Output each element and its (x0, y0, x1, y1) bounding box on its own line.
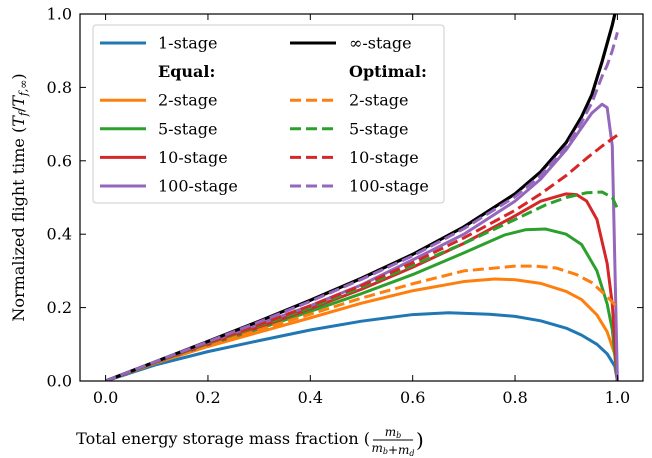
series-line-equal-2-stage (105, 277, 619, 381)
x-tick-label: 0.4 (298, 388, 323, 407)
legend-label: 100-stage (158, 177, 238, 196)
y-axis-label: Normalized flight time (Tf/Tf,∞) (9, 73, 30, 321)
y-tick-label: 0.6 (47, 151, 72, 170)
legend-label: 10-stage (158, 148, 228, 167)
legend: 1-stage Equal: 2-stage 5-stage 10-stage 100-s… (92, 24, 445, 204)
y-tick-label: 0.8 (47, 78, 72, 97)
legend-header: Optimal: (349, 62, 427, 81)
axis-labels: Normalized flight time (Tf/Tf,∞) Total en… (9, 73, 424, 458)
x-tick-label: 0.8 (502, 388, 527, 407)
plot-frame (79, 13, 644, 382)
legend-label: 5-stage (349, 119, 408, 138)
series-line-1-stage (105, 311, 619, 381)
x-tick-label: 0.0 (93, 388, 118, 407)
legend-box (92, 24, 445, 204)
series-line-optimal-10-stage (105, 133, 619, 381)
ticks-layer: 0.0 0.2 0.4 0.6 0.8 1.0 0.0 0.2 0.4 0.6 0.8 1.0 (47, 5, 643, 407)
x-label-numerator: mb (385, 425, 402, 440)
x-tick-label: 0.6 (400, 388, 425, 407)
legend-label: 2-stage (349, 91, 408, 110)
x-label-denominator: mb+md (371, 441, 414, 458)
x-label-close-paren: ) (416, 428, 424, 452)
y-tick-label: 0.4 (47, 225, 72, 244)
legend-label: 100-stage (349, 177, 429, 196)
series-line-optimal-2-stage (105, 264, 619, 381)
y-tick-label: 0.0 (47, 372, 72, 391)
legend-label: ∞-stage (349, 34, 412, 53)
legend-label: 10-stage (349, 148, 419, 167)
x-axis-label: Total energy storage mass fraction ( (76, 429, 370, 448)
series-layer (105, 14, 619, 381)
legend-label: 1-stage (158, 34, 217, 53)
x-tick-label: 0.2 (195, 388, 220, 407)
y-tick-label: 0.2 (47, 298, 72, 317)
y-tick-label: 1.0 (47, 5, 72, 24)
legend-label: 5-stage (158, 119, 217, 138)
x-tick-label: 1.0 (605, 388, 630, 407)
legend-label: 2-stage (158, 91, 217, 110)
series-line-optimal-100-stage (105, 31, 619, 381)
legend-header: Equal: (158, 62, 215, 81)
